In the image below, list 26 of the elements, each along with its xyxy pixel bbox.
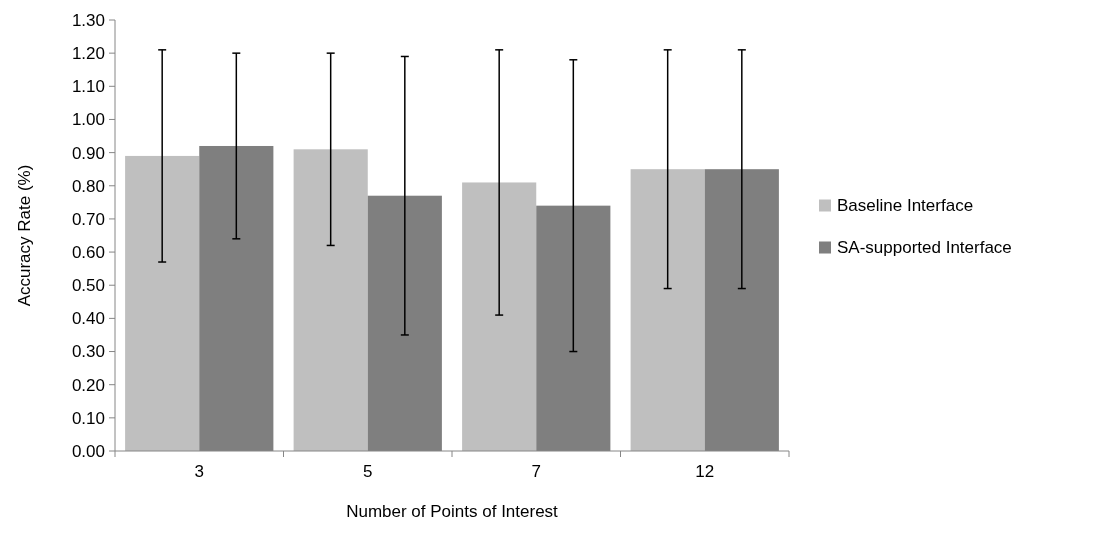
y-tick-label: 0.30 xyxy=(71,342,105,362)
x-tick-label: 12 xyxy=(695,462,715,481)
y-tick-label: 1.10 xyxy=(71,77,105,97)
y-tick-label: 0.90 xyxy=(71,143,105,163)
legend-label: SA-supported Interface xyxy=(837,238,1012,258)
bar xyxy=(630,169,705,451)
y-tick-label: 0.80 xyxy=(71,176,105,196)
y-tick-label: 0.10 xyxy=(71,408,105,428)
bar xyxy=(293,149,368,451)
x-tick-label: 7 xyxy=(531,462,541,481)
y-tick-label: 0.50 xyxy=(71,276,105,296)
y-tick-label: 1.00 xyxy=(71,110,105,130)
y-tick-label: 1.30 xyxy=(71,10,105,30)
legend-label: Baseline Interface xyxy=(837,196,974,216)
y-tick-label: 0.40 xyxy=(71,309,105,329)
y-tick-label: 0.70 xyxy=(71,209,105,229)
y-axis-title: Accuracy Rate (%) xyxy=(15,164,34,307)
y-tick-label: 0.60 xyxy=(71,243,105,263)
bar xyxy=(125,155,200,451)
x-axis-title: Number of Points of Interest xyxy=(346,502,559,521)
x-tick-label: 3 xyxy=(194,462,204,481)
x-tick-label: 5 xyxy=(363,462,373,481)
y-tick-label: 0.20 xyxy=(71,375,105,395)
bar xyxy=(462,182,537,451)
y-tick-label: 1.20 xyxy=(71,44,105,64)
y-tick-label: 0.00 xyxy=(71,441,105,461)
